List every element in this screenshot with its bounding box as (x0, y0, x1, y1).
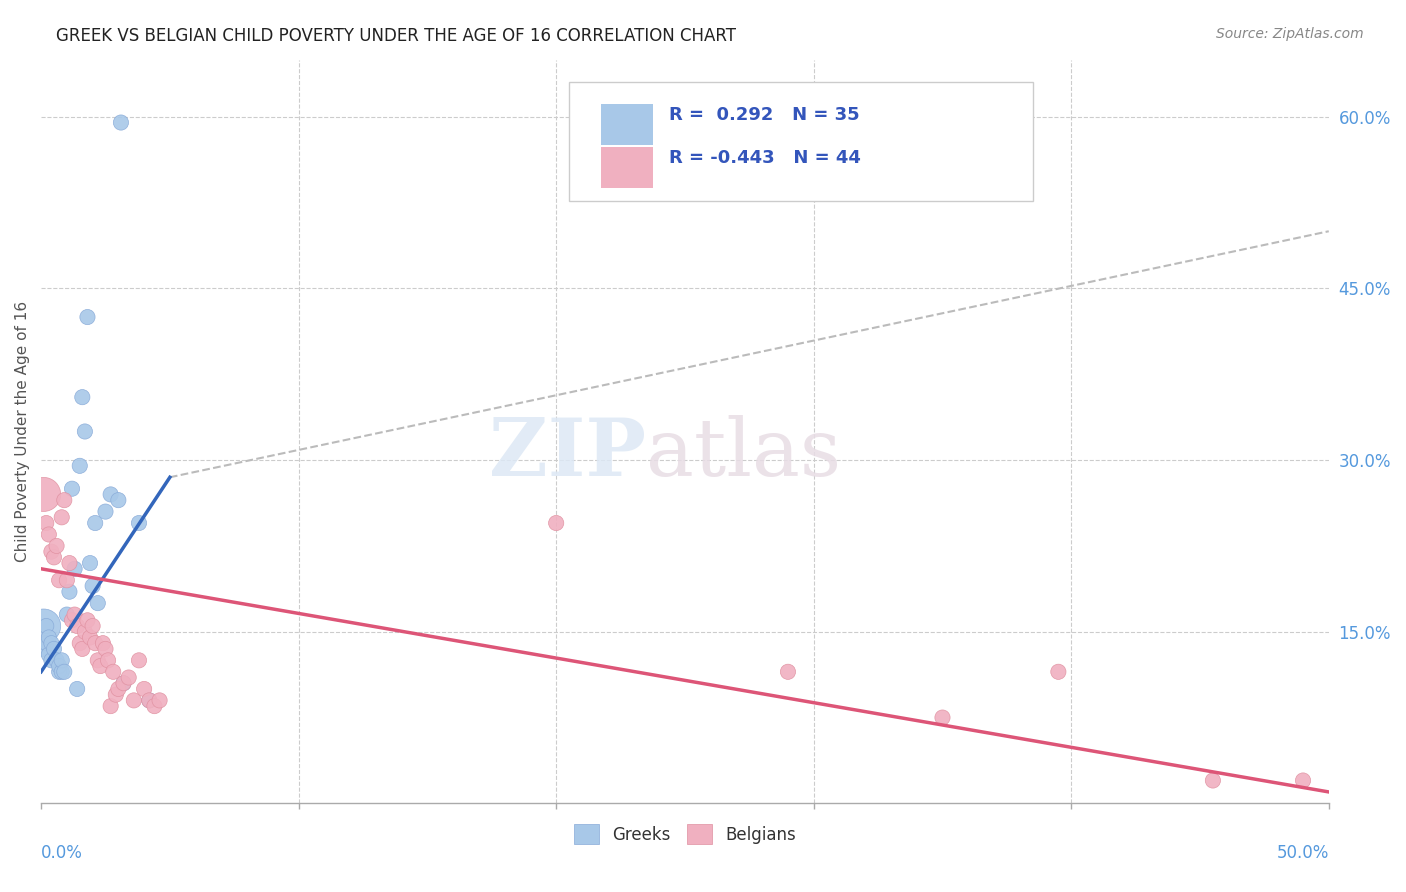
Point (94, 505, 117, 519)
Text: R = -0.443   N = 44: R = -0.443 N = 44 (669, 149, 862, 167)
Point (100, 699, 122, 714)
Point (69, 636, 91, 650)
Text: R =  0.292   N = 35: R = 0.292 N = 35 (669, 106, 860, 124)
Point (134, 681, 156, 696)
Point (72, 641, 94, 656)
Point (66, 681, 89, 696)
Point (45, 539, 67, 553)
Point (48, 665, 70, 679)
Point (128, 516, 150, 530)
Text: 0.0%: 0.0% (41, 845, 83, 863)
Point (94, 641, 117, 656)
Point (56, 607, 79, 622)
Point (110, 115, 132, 129)
Point (63, 562, 86, 576)
Point (138, 693, 160, 707)
Point (776, 665, 799, 679)
Point (32, 487, 55, 501)
Text: Source: ZipAtlas.com: Source: ZipAtlas.com (1216, 27, 1364, 41)
Point (79, 631, 101, 645)
Text: ZIP: ZIP (489, 415, 647, 492)
Point (76, 310, 98, 324)
Point (89, 659, 111, 673)
Point (42, 641, 65, 656)
Y-axis label: Child Poverty Under the Age of 16: Child Poverty Under the Age of 16 (15, 301, 30, 562)
Point (51, 510, 73, 524)
Point (107, 681, 129, 696)
Point (35, 516, 58, 530)
Point (38, 648, 60, 662)
Point (66, 619, 89, 633)
Point (84, 516, 107, 530)
Point (58, 556, 80, 570)
Point (32, 641, 55, 656)
Text: atlas: atlas (647, 415, 841, 492)
Point (931, 710, 953, 724)
FancyBboxPatch shape (602, 104, 652, 145)
Point (122, 693, 145, 707)
Point (1047, 665, 1070, 679)
Point (63, 607, 86, 622)
FancyBboxPatch shape (569, 82, 1032, 201)
Point (82, 619, 104, 633)
Point (79, 556, 101, 570)
Point (100, 487, 122, 501)
Point (118, 671, 141, 685)
Point (69, 458, 91, 473)
Point (35, 619, 58, 633)
Legend: Greeks, Belgians: Greeks, Belgians (567, 817, 803, 851)
Point (72, 390, 94, 404)
Point (41, 653, 63, 667)
Point (143, 699, 166, 714)
Point (87, 653, 110, 667)
Point (82, 579, 104, 593)
Point (42, 550, 65, 565)
Point (1202, 773, 1225, 788)
Point (112, 676, 135, 690)
Point (103, 665, 125, 679)
Point (60, 613, 83, 627)
Point (73, 624, 96, 639)
Point (32, 619, 55, 633)
Point (91, 636, 114, 650)
Point (45, 653, 67, 667)
Point (51, 653, 73, 667)
Point (546, 516, 568, 530)
Point (128, 653, 150, 667)
Text: 50.0%: 50.0% (1277, 845, 1329, 863)
Point (87, 596, 110, 610)
Point (97, 653, 120, 667)
Point (53, 493, 76, 508)
Point (41, 636, 63, 650)
Point (148, 693, 170, 707)
Point (53, 665, 76, 679)
Point (58, 584, 80, 599)
FancyBboxPatch shape (602, 146, 652, 187)
Point (51, 665, 73, 679)
Point (76, 613, 98, 627)
Point (112, 676, 135, 690)
Point (35, 636, 58, 650)
Point (107, 493, 129, 508)
Point (84, 636, 107, 650)
Point (41, 544, 63, 558)
Point (138, 693, 160, 707)
Point (38, 527, 60, 541)
Point (56, 574, 79, 588)
Text: GREEK VS BELGIAN CHILD POVERTY UNDER THE AGE OF 16 CORRELATION CHART: GREEK VS BELGIAN CHILD POVERTY UNDER THE… (56, 27, 737, 45)
Point (104, 688, 127, 702)
Point (48, 574, 70, 588)
Point (73, 425, 96, 439)
Point (48, 659, 70, 673)
Point (1292, 773, 1315, 788)
Point (38, 631, 60, 645)
Point (60, 482, 83, 496)
